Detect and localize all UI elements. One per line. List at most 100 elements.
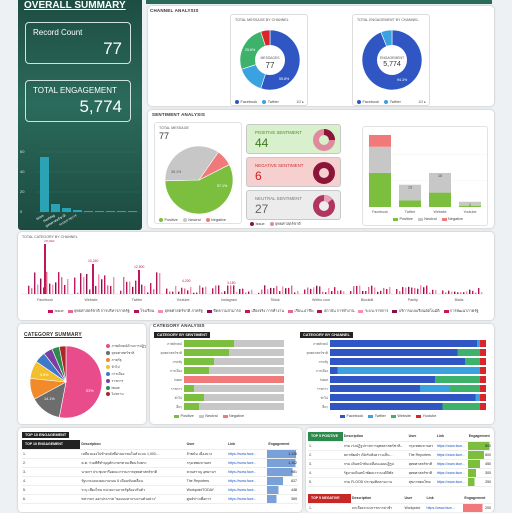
category-bar	[227, 285, 229, 294]
category-bar	[264, 285, 266, 294]
table-header: User	[407, 432, 436, 442]
table-row[interactable]: 6. ทหารบก ออกประกาศ "ขอมองหาแรงงานตัวอย่า…	[22, 494, 298, 504]
table-header: TOP 5 POSITIVE	[308, 432, 343, 442]
table-row[interactable]: 5. กรม FLOOD ประชุมติดตามงาน สุขภาพคนไทย ht…	[308, 477, 492, 487]
category-bar	[113, 277, 115, 294]
row-link[interactable]: https://www.face...	[435, 468, 468, 478]
top10-card: TOP 10 ENGAGEMENT TOP 10 ENGAGEMENT Descr…	[18, 428, 302, 512]
table-row[interactable]: 1. ถกเถียงระบบราชการล่าช้า Workpoint https:…	[308, 503, 492, 513]
table-header: Engagement	[467, 432, 492, 442]
table-row[interactable]: 5. ระบุ เพียงไหน หน่วยงานภาครัฐต้องปรับตั…	[22, 485, 298, 495]
sentiment-slice	[164, 164, 234, 215]
table-row[interactable]: 4. รัฐบาลเดินหน้าพัฒนาระบบดิจิทัล ยุทธศาสต…	[308, 468, 492, 478]
row-link[interactable]: https://www.face...	[227, 449, 268, 459]
row-user: กรุงเทพมหานคร	[407, 441, 436, 451]
top10-title: TOP 10 ENGAGEMENT	[22, 432, 70, 438]
table-header: User	[185, 440, 228, 450]
left-bar-small	[95, 211, 104, 212]
row-user: WorkpointTODAY	[185, 485, 228, 495]
category-bar	[389, 287, 391, 294]
sentiment-bar	[234, 340, 284, 347]
row-index: 1.	[308, 503, 352, 513]
table-row[interactable]: 1. กรม เร่งปฏิรูปราชการยุทธศาสตร์ชาติ... ก…	[308, 441, 492, 451]
category-bar	[230, 285, 232, 294]
category-bar	[251, 289, 253, 294]
stacked-bar	[459, 205, 481, 207]
engagement-hole	[377, 45, 407, 75]
row-user: Workpoint	[403, 503, 426, 513]
x-tick-label: Facebook	[37, 298, 53, 302]
donut1-center-label: MESSAGES	[260, 56, 280, 60]
row-engagement: 450	[467, 459, 492, 469]
sentiment-pie-legend: Positive Neutral Negative	[159, 218, 226, 222]
left-bar-small	[84, 211, 93, 212]
row-index: 1.	[22, 449, 81, 459]
category-bar	[429, 292, 431, 294]
row-link[interactable]: https://www.face...	[227, 467, 268, 477]
category-bar	[34, 272, 36, 294]
table-row[interactable]: 1. เหลียวมองไปข้างหลังที่ผ่านมาพบในตัวแบบ…	[22, 449, 298, 459]
row-link[interactable]: https://www.face...	[227, 485, 268, 495]
legend-item: ยุทธศาสตร์ชาติ ภาครัฐ	[158, 308, 203, 314]
total-engagement-value: 5,774	[79, 97, 122, 116]
category-bar	[350, 291, 352, 294]
total-category-legend: Issue ยุทธศาสตร์ชาติ การบริหารภาครัฐ โรงเร…	[48, 308, 479, 314]
donut2-pager[interactable]: 1/2 ▸	[418, 100, 426, 104]
x-tick-label: Website	[85, 298, 98, 302]
table-row[interactable]: 2. สภาพัฒน์ฯ เปิดรับฟังความเห็น... The Rep…	[308, 450, 492, 460]
row-link[interactable]: https://www.face...	[435, 441, 468, 451]
row-index: 5.	[308, 477, 343, 487]
category-bar	[279, 291, 281, 294]
row-engagement: 627	[267, 476, 298, 486]
category-bar	[383, 287, 385, 294]
row-link[interactable]: https://www.face...	[435, 450, 468, 460]
table-row[interactable]: 4. รัฐบาลแถลงผลงานรอบ 6 เดือนขับเคลื่อน Th…	[22, 476, 298, 486]
category-bar	[242, 288, 244, 294]
category-by-sentiment-title: CATEGORY BY SENTIMENT	[154, 332, 211, 338]
table-header: Description	[351, 494, 404, 504]
table-row[interactable]: 3. นายกฯ ประชุมหารือคณะกรรมการยุทธศาสตร์ช…	[22, 467, 298, 477]
stacked-bar	[369, 172, 391, 207]
positive-sentiment-card: POSITIVE SENTIMENT 44	[246, 124, 341, 154]
category-bar	[233, 285, 235, 294]
category-by-channel-title: CATEGORY BY CHANNEL	[300, 332, 353, 338]
row-link[interactable]: https://www.face...	[227, 494, 268, 504]
row-description: นายกฯ ประชุมหารือคณะกรรมการยุทธศาสตร์ชาต…	[80, 467, 186, 477]
row-index: 3.	[308, 459, 343, 469]
row-user: ยุทธศาสตร์ชาติ	[407, 468, 436, 478]
row-link[interactable]: https://www.face...	[227, 458, 268, 468]
x-tick-label: Youtube	[176, 298, 189, 302]
row-link[interactable]: https://www.face...	[227, 476, 268, 486]
category-bar	[178, 291, 180, 294]
channel-bar	[457, 349, 480, 356]
row-link[interactable]: https://www.face...	[425, 503, 464, 513]
pct-label: 9.5%	[40, 373, 49, 377]
category-bar	[478, 288, 480, 294]
row-user: กรุงเทพมหานคร	[185, 458, 228, 468]
neutral-mini-donut	[313, 195, 335, 217]
category-bar	[89, 289, 91, 294]
table-row[interactable]: 2. ค.ศ. ร่วมพิธีทำบุญตักบาตรทวนเทียนวันพร…	[22, 458, 298, 468]
category-bar	[356, 285, 358, 294]
row-link[interactable]: https://www.face...	[435, 477, 468, 487]
donut1-pager[interactable]: 1/2 ▸	[296, 100, 304, 104]
category-bar	[457, 292, 459, 294]
header-strip	[146, 0, 492, 4]
table-header: TOP 5 NEGATIVE	[308, 494, 352, 504]
channel-bar	[330, 403, 443, 410]
channel-bar	[330, 349, 458, 356]
channel-bar	[330, 385, 420, 392]
sentiment-cards-legend: Issue ยุทธศาสตร์ชาติ	[250, 221, 301, 227]
row-index: 2.	[22, 458, 81, 468]
row-user: The Reporters	[407, 450, 436, 460]
pct-label: 57.1%	[217, 184, 228, 188]
table-row[interactable]: 3. กรม เดินหน้าขับเคลื่อนแผนปฏิรูป ยุทธศาส…	[308, 459, 492, 469]
category-bar	[80, 273, 82, 294]
channel-bar-youtube	[480, 394, 486, 401]
row-label: ยุทธศาสตร์ชาติ	[307, 351, 328, 356]
neutral-sentiment-label: NEUTRAL SENTIMENT	[255, 196, 302, 201]
row-link[interactable]: https://www.face...	[435, 459, 468, 469]
category-bar	[340, 290, 342, 294]
message-hole	[255, 45, 285, 75]
